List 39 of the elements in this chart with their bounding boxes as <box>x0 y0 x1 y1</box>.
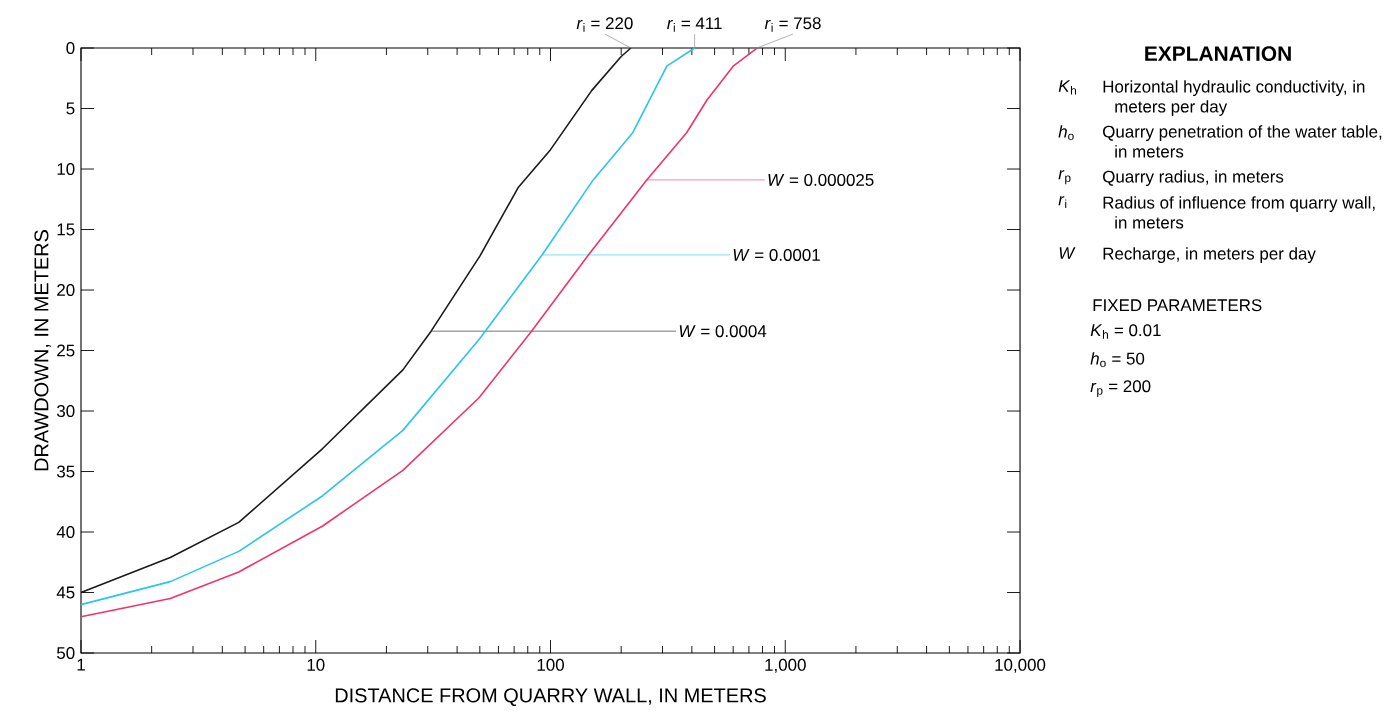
text: EXPLANATION <box>1145 46 1291 62</box>
text: h$_{o}$ = 50 <box>1090 352 1145 368</box>
text: r$_{p}$ = 200 <box>1090 380 1151 398</box>
text: Radius of influence from quarry wall, in meters <box>1103 196 1375 229</box>
x-tick-label: 100 <box>537 658 564 671</box>
annotation: r$_{i}$ = 758 <box>764 17 821 32</box>
text: h$_{o}$ <box>1058 125 1074 141</box>
text: Horizontal hydraulic conductivity, in meters per day <box>1103 80 1365 116</box>
text: Quarry penetration of the water table, in meters <box>1103 125 1382 158</box>
y-tick-label: 5 <box>66 102 75 115</box>
x-tick-label: 1,000 <box>765 658 806 673</box>
y-tick-label: 45 <box>56 586 75 599</box>
x-tick-label: 10 <box>307 658 325 671</box>
y-tick-label: 25 <box>57 344 75 357</box>
y-axis-title: DRAWDOWN, IN METERS <box>34 230 51 471</box>
y-tick-label: 15 <box>57 223 75 236</box>
text: W = 0.0004 <box>679 325 767 338</box>
text: Recharge, in meters per day <box>1103 247 1316 263</box>
x-tick-label: 1 <box>77 658 85 671</box>
y-tick-label: 30 <box>56 405 75 418</box>
text: W = 0.000025 <box>768 173 874 186</box>
y-tick-label: 0 <box>66 42 75 55</box>
annotation: r$_{i}$ = 220 <box>576 17 633 32</box>
text: W <box>1059 247 1076 259</box>
x-tick-label: 10,000 <box>995 658 1046 673</box>
y-tick-label: 40 <box>56 526 75 539</box>
x-axis-title: DISTANCE FROM QUARRY WALL, IN METERS <box>335 688 766 707</box>
y-tick-label: 10 <box>57 163 75 176</box>
text: W = 0.0001 <box>733 248 820 261</box>
text: K$_{h}$ = 0.01 <box>1090 324 1161 339</box>
text: r$_{p}$ <box>1058 170 1071 185</box>
text: FIXED PARAMETERS <box>1093 299 1262 312</box>
annotation: r$_{i}$ = 411 <box>667 17 722 32</box>
y-tick-label: 20 <box>57 284 75 297</box>
text: K$_{h}$ <box>1058 80 1076 95</box>
text: r$_{i}$ <box>1058 196 1067 208</box>
y-tick-label: 35 <box>56 465 75 478</box>
y-tick-label: 50 <box>56 647 75 660</box>
text: Quarry radius, in meters <box>1103 170 1284 186</box>
